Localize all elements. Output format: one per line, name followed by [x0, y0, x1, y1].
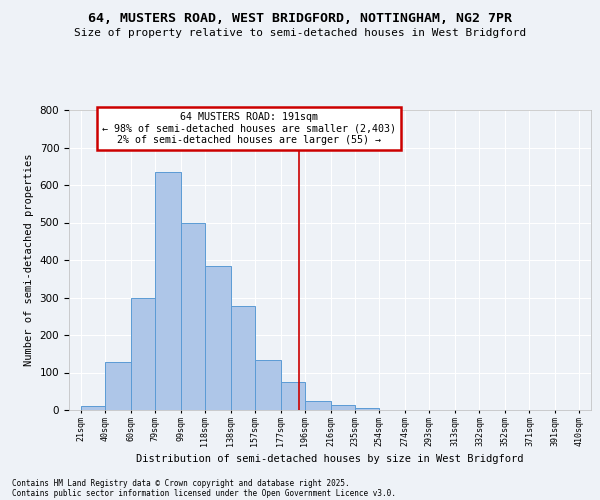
Bar	[230, 306, 255, 410]
Bar	[155, 172, 181, 410]
Bar	[105, 362, 131, 410]
Bar	[305, 400, 331, 410]
Text: 64 MUSTERS ROAD: 191sqm
← 98% of semi-detached houses are smaller (2,403)
2% of : 64 MUSTERS ROAD: 191sqm ← 98% of semi-de…	[101, 112, 395, 145]
Bar	[205, 266, 230, 410]
Bar	[281, 382, 305, 410]
Bar	[131, 298, 155, 410]
Text: Size of property relative to semi-detached houses in West Bridgford: Size of property relative to semi-detach…	[74, 28, 526, 38]
X-axis label: Distribution of semi-detached houses by size in West Bridgford: Distribution of semi-detached houses by …	[136, 454, 524, 464]
Text: Contains HM Land Registry data © Crown copyright and database right 2025.: Contains HM Land Registry data © Crown c…	[12, 478, 350, 488]
Bar	[181, 222, 205, 410]
Bar	[80, 406, 105, 410]
Text: 64, MUSTERS ROAD, WEST BRIDGFORD, NOTTINGHAM, NG2 7PR: 64, MUSTERS ROAD, WEST BRIDGFORD, NOTTIN…	[88, 12, 512, 26]
Text: Contains public sector information licensed under the Open Government Licence v3: Contains public sector information licen…	[12, 488, 396, 498]
Bar	[355, 408, 379, 410]
Bar	[331, 405, 355, 410]
Bar	[255, 360, 281, 410]
Y-axis label: Number of semi-detached properties: Number of semi-detached properties	[24, 154, 34, 366]
